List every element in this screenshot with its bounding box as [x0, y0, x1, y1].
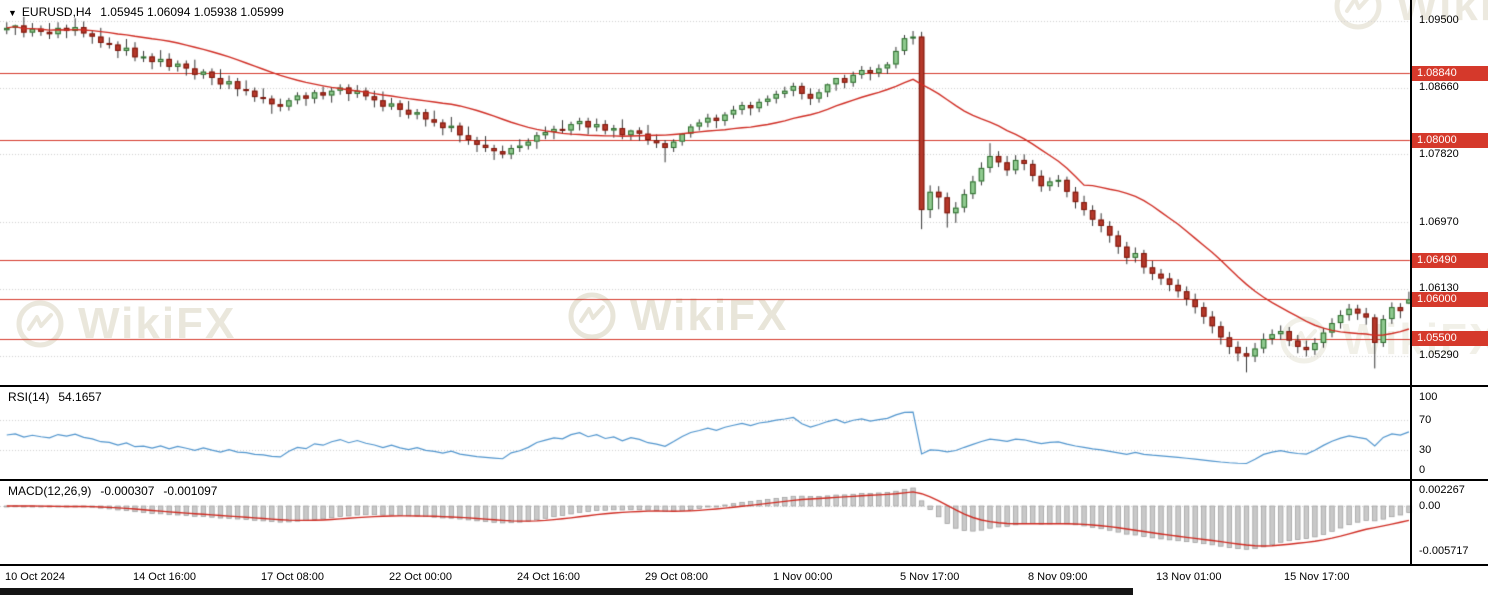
rsi-tick-label: 0 — [1419, 463, 1426, 476]
panel-separator-main-rsi — [0, 385, 1488, 387]
time-tick-label: 8 Nov 09:00 — [1028, 571, 1088, 583]
price-level-badge: 1.05500 — [1412, 331, 1488, 347]
macd-tick-label: 0.002267 — [1419, 483, 1465, 496]
time-tick-label: 5 Nov 17:00 — [900, 571, 960, 583]
rsi-header: RSI(14) 54.1657 — [8, 390, 102, 404]
rsi-tick-label: 100 — [1419, 391, 1438, 403]
price-level-badge: 1.08000 — [1412, 132, 1488, 148]
time-tick-label: 1 Nov 00:00 — [773, 571, 833, 583]
price-tick-label: 1.06970 — [1419, 215, 1459, 228]
time-tick-label: 15 Nov 17:00 — [1284, 571, 1350, 583]
macd-header: MACD(12,26,9) -0.000307 -0.001097 — [8, 484, 217, 498]
rsi-indicator-label: RSI(14) — [8, 390, 50, 404]
time-tick-label: 14 Oct 16:00 — [133, 571, 196, 583]
chart-header: ▼ EURUSD,H4 1.05945 1.06094 1.05938 1.0599… — [8, 5, 284, 19]
macd-tick-label: 0.00 — [1419, 499, 1441, 512]
time-tick-label: 13 Nov 01:00 — [1156, 571, 1222, 583]
symbol-timeframe-label: EURUSD,H4 — [21, 5, 92, 19]
rsi-value: 54.1657 — [58, 390, 102, 404]
macd-indicator-label: MACD(12,26,9) — [8, 484, 92, 498]
time-tick-label: 29 Oct 08:00 — [645, 571, 708, 583]
macd-signal-value: -0.001097 — [163, 484, 218, 498]
rsi-tick-label: 70 — [1419, 413, 1432, 426]
price-tick-label: 1.07820 — [1419, 147, 1459, 160]
rsi-tick-label: 30 — [1419, 443, 1432, 456]
macd-main-value: -0.000307 — [100, 484, 155, 498]
time-tick-label: 22 Oct 00:00 — [389, 571, 452, 583]
price-level-badge: 1.08840 — [1412, 65, 1488, 81]
price-tick-label: 1.05290 — [1419, 349, 1459, 362]
price-level-badge: 1.06000 — [1412, 291, 1488, 307]
price-tick-label: 1.06130 — [1419, 282, 1459, 295]
time-tick-label: 17 Oct 08:00 — [261, 571, 324, 583]
time-tick-label: 10 Oct 2024 — [5, 571, 65, 583]
price-tick-label: 1.08660 — [1419, 81, 1459, 94]
time-tick-label: 24 Oct 16:00 — [517, 571, 580, 583]
panel-separator-rsi-macd — [0, 479, 1488, 481]
price-axis-border — [1410, 0, 1412, 566]
macd-tick-label: -0.005717 — [1419, 544, 1469, 557]
price-tick-label: 1.09500 — [1419, 14, 1459, 27]
chart-scrollbar[interactable] — [0, 588, 1133, 595]
price-level-badge: 1.06490 — [1412, 252, 1488, 268]
symbol-dropdown-icon[interactable]: ▼ — [8, 8, 17, 18]
panel-separator-macd-time — [0, 564, 1488, 566]
ohlc-values: 1.05945 1.06094 1.05938 1.05999 — [100, 5, 284, 19]
